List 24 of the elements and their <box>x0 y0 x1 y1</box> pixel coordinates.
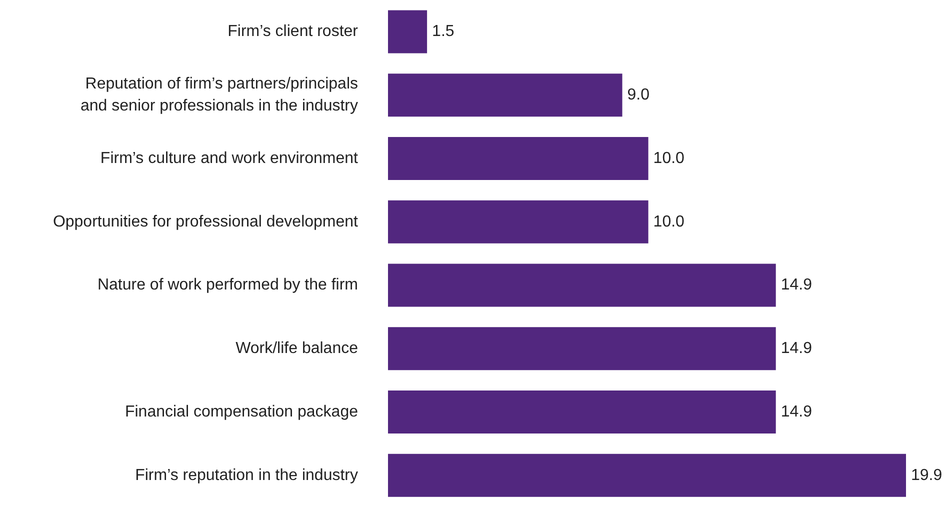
bar <box>388 74 622 117</box>
y-tick-label: Financial compensation package <box>124 403 358 420</box>
data-label: 14.9 <box>780 340 812 358</box>
data-label: 14.9 <box>780 403 812 420</box>
data-label: 10.0 <box>653 213 685 230</box>
y-tick-label: Work/life balance <box>236 340 358 358</box>
data-label: 19.9 <box>911 466 942 484</box>
bar <box>388 136 648 180</box>
bar <box>388 327 776 370</box>
data-label: 10.0 <box>653 150 685 167</box>
y-tick-label: Opportunities for professional development <box>52 213 359 230</box>
y-tick-label: Firm’s culture and work environment <box>100 150 359 167</box>
y-tick-label: Firm’s reputation in the industry <box>135 466 358 484</box>
y-tick-label: Firm’s client roster <box>228 23 359 40</box>
bar <box>388 200 648 244</box>
data-label: 1.5 <box>432 23 454 40</box>
bar <box>388 454 906 497</box>
y-tick-label: Nature of work performed by the firm <box>97 276 358 294</box>
data-label: 9.0 <box>627 86 650 104</box>
y-tick-label: Reputation of firm’s partners/principals and senior professionals in the industry <box>80 76 358 115</box>
bar <box>388 264 776 307</box>
bar <box>388 390 776 434</box>
data-label: 14.9 <box>780 276 812 294</box>
bar <box>388 10 428 54</box>
